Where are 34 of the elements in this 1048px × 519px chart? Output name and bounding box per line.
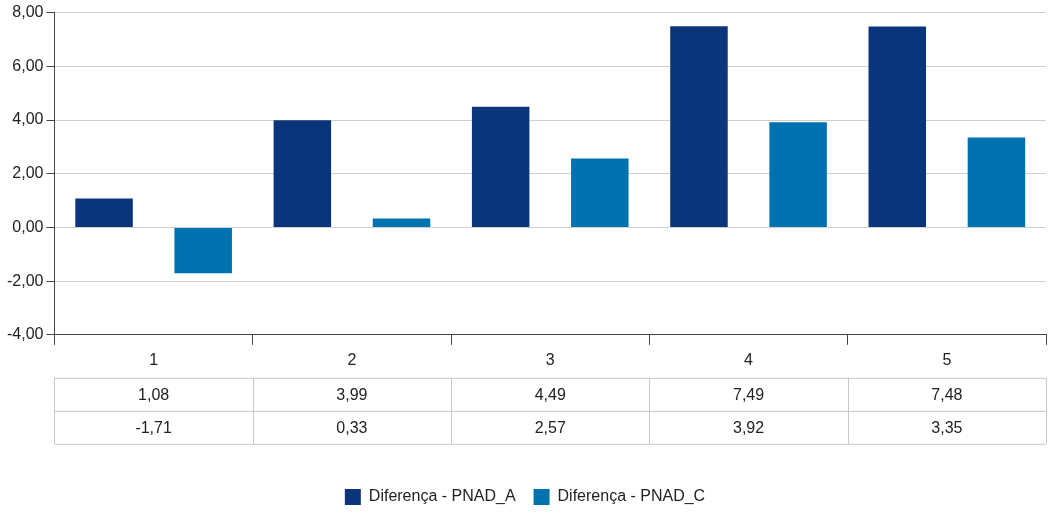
bar — [769, 122, 827, 227]
y-tick-label: -2,00 — [7, 271, 44, 289]
data-label: 1,08 — [138, 385, 170, 403]
y-tick-label: 2,00 — [12, 164, 44, 182]
data-label: 3,92 — [732, 418, 765, 436]
y-tick-label: 6,00 — [12, 56, 44, 74]
bar — [174, 227, 232, 274]
data-label: 4,49 — [534, 385, 566, 403]
y-tick-label: 4,00 — [12, 110, 44, 128]
x-tick-label: 4 — [744, 350, 754, 368]
bar — [868, 26, 927, 227]
y-tick-label: 8,00 — [12, 3, 44, 21]
legend-label: Diferença - PNAD_C — [557, 487, 706, 506]
data-label: 0,33 — [336, 418, 368, 436]
data-label: 7,49 — [732, 385, 765, 403]
bar — [571, 158, 629, 227]
bar — [471, 106, 530, 227]
bar — [273, 120, 332, 227]
y-tick-label: -4,00 — [7, 325, 44, 343]
legend-label: Diferença - PNAD_A — [368, 487, 516, 506]
y-tick-label: 0,00 — [12, 217, 44, 235]
bar — [967, 137, 1026, 227]
x-tick-label: 1 — [149, 350, 159, 368]
data-label: 7,48 — [931, 385, 963, 403]
x-tick-label: 3 — [545, 350, 555, 368]
data-label: 3,99 — [336, 385, 368, 403]
bar — [372, 218, 431, 227]
x-tick-label: 5 — [942, 350, 952, 368]
x-tick-label: 2 — [347, 350, 357, 368]
data-label: 3,35 — [931, 418, 963, 436]
bar — [670, 26, 728, 227]
bar — [75, 198, 133, 227]
data-label: -1,71 — [135, 418, 172, 436]
data-label: 2,57 — [534, 418, 566, 436]
